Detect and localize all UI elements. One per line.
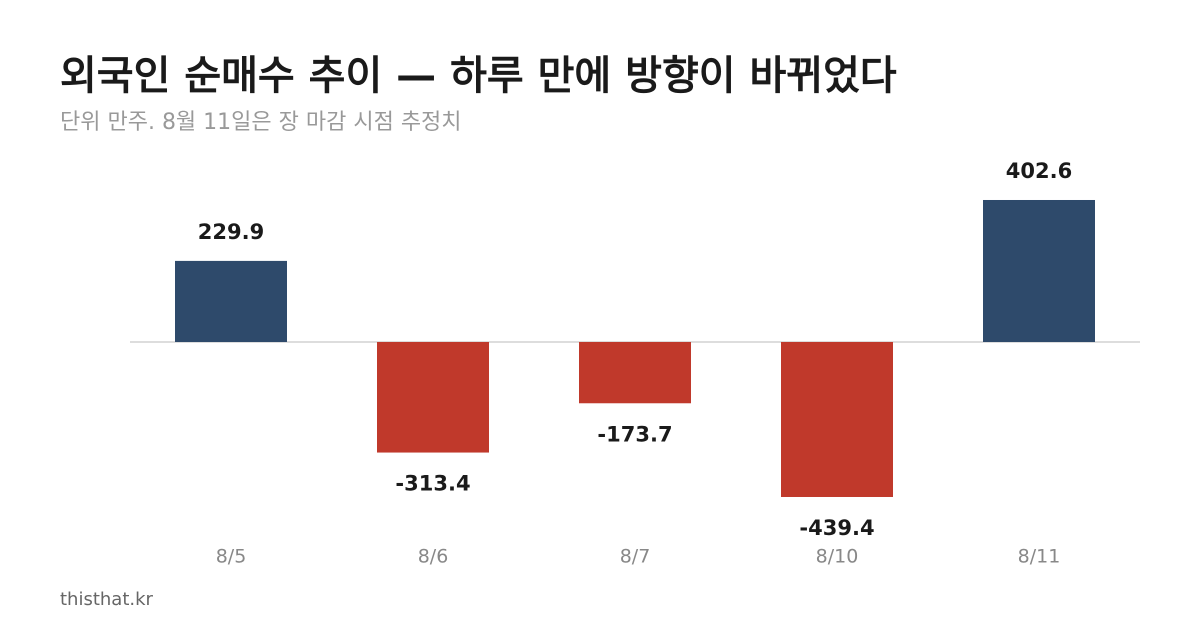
bar [579, 342, 691, 404]
x-tick-label: 8/7 [620, 546, 651, 568]
bar [983, 199, 1095, 342]
chart-title: 외국인 순매수 추이 — 하루 만에 방향이 바뀌었다 [60, 53, 897, 99]
x-tick-label: 8/11 [1018, 546, 1061, 568]
bar [781, 342, 893, 497]
chart-subtitle: 단위 만주. 8월 11일은 장 마감 시점 추정치 [60, 110, 462, 135]
value-label: -439.4 [799, 516, 874, 540]
value-label: -313.4 [395, 472, 470, 496]
bar [175, 260, 287, 342]
value-label: 229.9 [198, 220, 264, 244]
x-tick-label: 8/10 [816, 546, 859, 568]
bar [377, 342, 489, 453]
source: thisthat.kr [60, 589, 154, 610]
x-tick-label: 8/6 [418, 546, 449, 568]
x-tick-label: 8/5 [216, 546, 247, 568]
value-label: -173.7 [597, 422, 672, 446]
value-label: 402.6 [1006, 159, 1072, 183]
